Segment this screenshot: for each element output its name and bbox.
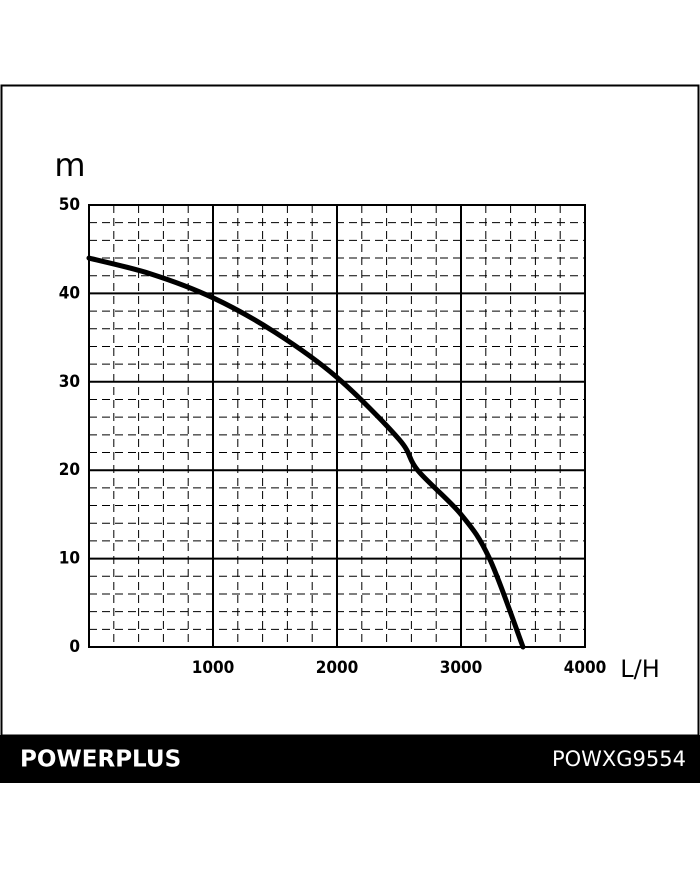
x-tick-label: 4000 [564,658,607,678]
model: POWXG9554 [552,747,686,771]
y-tick-label: 0 [69,637,80,657]
plot-border [88,204,586,648]
footer-bar [0,735,700,783]
x-axis-label: L/H [620,655,660,683]
x-tick-label: 2000 [316,658,359,678]
y-tick-label: 50 [59,195,80,215]
brand: POWERPLUS [20,747,181,773]
y-tick-label: 40 [59,283,80,303]
y-tick-label: 10 [59,549,80,569]
y-axis-label: m [54,146,85,184]
y-tick-label: 20 [59,460,80,480]
frame [0,84,700,737]
y-tick-label: 30 [59,372,80,392]
x-tick-label: 3000 [440,658,483,678]
curve [86,255,526,650]
x-tick-label: 1000 [192,658,235,678]
